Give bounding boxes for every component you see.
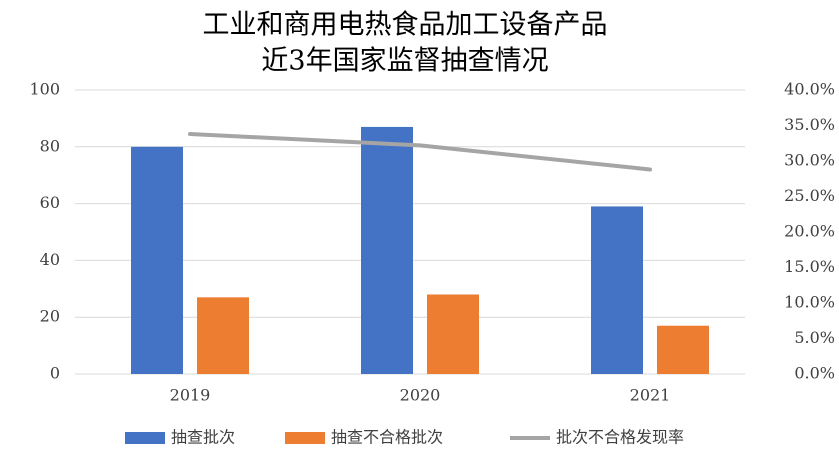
y2-tick-label: 25.0% bbox=[784, 186, 835, 205]
legend-label: 抽查不合格批次 bbox=[331, 428, 443, 447]
y2-tick-label: 0.0% bbox=[794, 364, 835, 383]
line bbox=[188, 132, 652, 172]
legend-swatch bbox=[125, 432, 165, 444]
x-tick-label: 2020 bbox=[400, 386, 441, 405]
y-tick-label: 80 bbox=[40, 136, 60, 155]
y-tick-label: 20 bbox=[40, 307, 60, 326]
y2-tick-label: 15.0% bbox=[784, 257, 835, 276]
bar bbox=[591, 206, 643, 374]
x-tick-label: 2019 bbox=[170, 386, 211, 405]
x-tick-label: 2021 bbox=[630, 386, 671, 405]
y2-tick-label: 35.0% bbox=[784, 115, 835, 134]
chart-title: 近3年国家监督抽查情况 bbox=[261, 46, 548, 77]
y-tick-label: 40 bbox=[40, 250, 60, 269]
y2-tick-label: 10.0% bbox=[784, 293, 835, 312]
y2-tick-label: 30.0% bbox=[784, 151, 835, 170]
bar bbox=[361, 126, 413, 374]
bar bbox=[197, 297, 249, 374]
bar bbox=[427, 294, 479, 374]
legend-swatch bbox=[285, 432, 325, 444]
y-tick-label: 0 bbox=[50, 364, 60, 383]
y-tick-label: 60 bbox=[40, 193, 60, 212]
bar bbox=[131, 146, 183, 374]
legend-label: 抽查批次 bbox=[171, 428, 235, 447]
y2-tick-label: 20.0% bbox=[784, 222, 835, 241]
y-tick-label: 100 bbox=[29, 80, 60, 99]
bar bbox=[657, 325, 709, 374]
legend-label: 批次不合格发现率 bbox=[556, 428, 684, 447]
y2-tick-label: 40.0% bbox=[784, 80, 835, 99]
chart-title: 工业和商用电热食品加工设备产品 bbox=[203, 10, 608, 41]
y2-tick-label: 5.0% bbox=[794, 328, 835, 347]
